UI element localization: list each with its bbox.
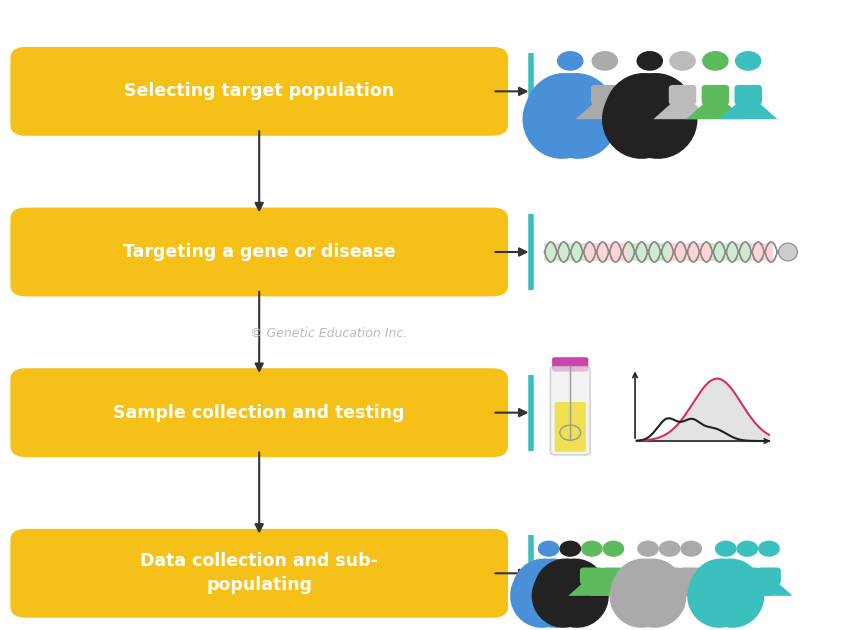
Polygon shape <box>646 581 693 596</box>
FancyBboxPatch shape <box>635 84 664 117</box>
FancyBboxPatch shape <box>536 567 562 594</box>
FancyBboxPatch shape <box>635 567 661 594</box>
Text: Sample collection and testing: Sample collection and testing <box>113 404 405 421</box>
FancyBboxPatch shape <box>557 567 583 594</box>
FancyBboxPatch shape <box>679 568 703 585</box>
Circle shape <box>670 52 696 70</box>
Circle shape <box>737 541 758 556</box>
FancyBboxPatch shape <box>550 367 590 455</box>
FancyBboxPatch shape <box>702 85 729 105</box>
Circle shape <box>557 52 583 70</box>
Text: Data collection and sub-
populating: Data collection and sub- populating <box>140 553 378 594</box>
Polygon shape <box>724 581 771 596</box>
Circle shape <box>702 52 728 70</box>
FancyBboxPatch shape <box>10 208 508 297</box>
Circle shape <box>759 541 779 556</box>
Circle shape <box>638 541 658 556</box>
FancyBboxPatch shape <box>734 85 762 105</box>
Polygon shape <box>653 101 712 119</box>
Text: © Genetic Education Inc.: © Genetic Education Inc. <box>250 328 407 340</box>
Polygon shape <box>686 101 745 119</box>
FancyBboxPatch shape <box>555 402 586 452</box>
Polygon shape <box>719 101 778 119</box>
FancyBboxPatch shape <box>580 568 604 585</box>
Circle shape <box>560 541 581 556</box>
Bar <box>710 243 752 261</box>
FancyBboxPatch shape <box>757 568 781 585</box>
FancyBboxPatch shape <box>10 368 508 457</box>
FancyBboxPatch shape <box>658 568 682 585</box>
Polygon shape <box>569 581 615 596</box>
Ellipse shape <box>778 243 797 261</box>
Bar <box>544 243 586 261</box>
FancyBboxPatch shape <box>552 357 588 372</box>
FancyBboxPatch shape <box>713 567 739 594</box>
FancyBboxPatch shape <box>735 568 759 585</box>
FancyBboxPatch shape <box>556 84 585 117</box>
Bar <box>669 243 710 261</box>
FancyBboxPatch shape <box>669 85 696 105</box>
FancyBboxPatch shape <box>10 529 508 617</box>
Circle shape <box>735 52 761 70</box>
Polygon shape <box>668 581 715 596</box>
Circle shape <box>681 541 702 556</box>
Circle shape <box>637 52 663 70</box>
Text: Targeting a gene or disease: Targeting a gene or disease <box>123 243 396 261</box>
Polygon shape <box>590 581 637 596</box>
Circle shape <box>592 52 618 70</box>
Circle shape <box>581 541 602 556</box>
Text: Selecting target population: Selecting target population <box>124 83 394 100</box>
FancyBboxPatch shape <box>591 85 619 105</box>
FancyBboxPatch shape <box>601 568 626 585</box>
Circle shape <box>603 541 624 556</box>
Bar <box>752 243 773 261</box>
Polygon shape <box>746 581 792 596</box>
Circle shape <box>538 541 559 556</box>
Polygon shape <box>575 101 634 119</box>
Circle shape <box>715 541 736 556</box>
Bar <box>586 243 627 261</box>
Circle shape <box>659 541 680 556</box>
Bar <box>627 243 669 261</box>
FancyBboxPatch shape <box>10 47 508 136</box>
